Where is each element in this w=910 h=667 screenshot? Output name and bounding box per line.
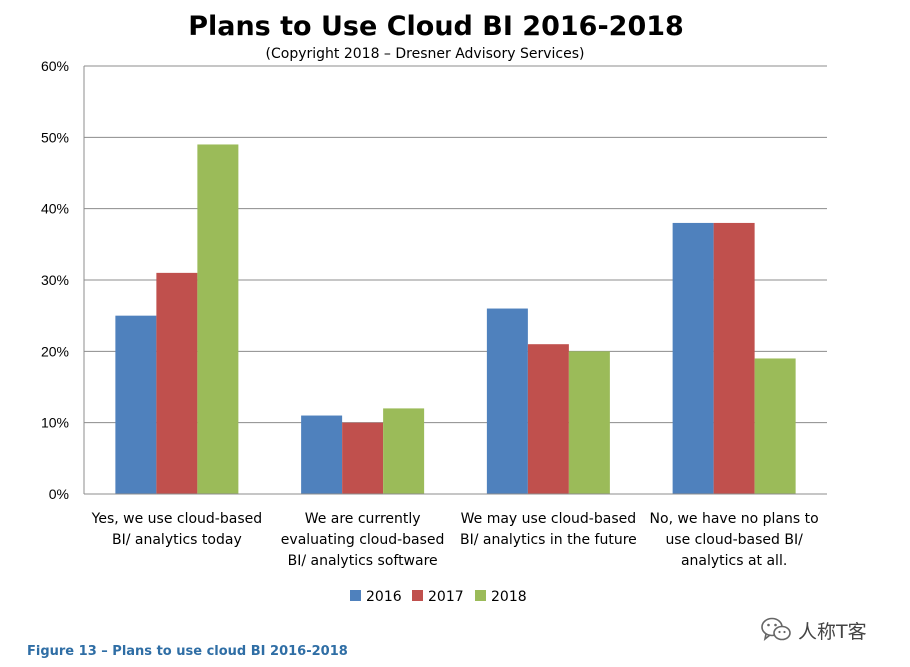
bar-2017-3 bbox=[713, 222, 755, 494]
legend: 2016 2017 2018 bbox=[350, 589, 527, 605]
y-tick-label: 30% bbox=[41, 272, 69, 288]
x-category-label: Yes, we use cloud-based BI/ analytics tod… bbox=[91, 511, 262, 548]
bar-2016-0 bbox=[115, 315, 157, 494]
legend-swatch bbox=[350, 590, 361, 601]
legend-label: 2016 bbox=[366, 589, 402, 605]
y-axis: 0% 10% 20% 30% 40% 50% 60% bbox=[41, 58, 85, 502]
bar-2018-0 bbox=[197, 144, 239, 494]
y-tick-label: 40% bbox=[41, 201, 69, 217]
figure-caption: Figure 13 – Plans to use cloud BI 2016-2… bbox=[27, 644, 348, 659]
x-category-label: We are currently evaluating cloud-based BI… bbox=[281, 511, 445, 569]
wechat-icon bbox=[761, 617, 791, 641]
chart-title: Plans to Use Cloud BI 2016-2018 bbox=[188, 11, 684, 42]
legend-item-2016: 2016 bbox=[350, 589, 402, 605]
legend-item-2018: 2018 bbox=[475, 589, 527, 605]
y-tick-label: 20% bbox=[41, 343, 69, 359]
legend-swatch bbox=[475, 590, 486, 601]
watermark: 人称T客 bbox=[760, 614, 867, 646]
bar-2018-2 bbox=[568, 351, 610, 494]
x-category-label: No, we have no plans to use cloud-based B… bbox=[650, 511, 819, 569]
watermark-text: 人称T客 bbox=[798, 620, 867, 643]
y-tick-label: 10% bbox=[41, 415, 69, 431]
legend-item-2017: 2017 bbox=[412, 589, 464, 605]
legend-label: 2018 bbox=[491, 589, 527, 605]
x-axis: Yes, we use cloud-based BI/ analytics tod… bbox=[84, 493, 827, 569]
bar-2018-1 bbox=[383, 408, 425, 494]
bar-2016-1 bbox=[301, 415, 343, 494]
bar-2017-2 bbox=[527, 344, 569, 494]
bars bbox=[115, 144, 796, 494]
bar-2018-3 bbox=[754, 358, 796, 494]
bar-2017-1 bbox=[342, 422, 384, 494]
y-tick-label: 60% bbox=[41, 58, 69, 74]
bar-2016-3 bbox=[672, 222, 714, 494]
y-tick-label: 0% bbox=[49, 486, 69, 502]
legend-swatch bbox=[412, 590, 423, 601]
chart-subtitle: (Copyright 2018 – Dresner Advisory Servi… bbox=[266, 46, 585, 62]
x-category-label: We may use cloud-based BI/ analytics in t… bbox=[460, 511, 637, 548]
bar-2017-0 bbox=[156, 272, 198, 494]
bar-2016-2 bbox=[486, 308, 528, 494]
y-tick-label: 50% bbox=[41, 129, 69, 145]
legend-label: 2017 bbox=[428, 589, 464, 605]
